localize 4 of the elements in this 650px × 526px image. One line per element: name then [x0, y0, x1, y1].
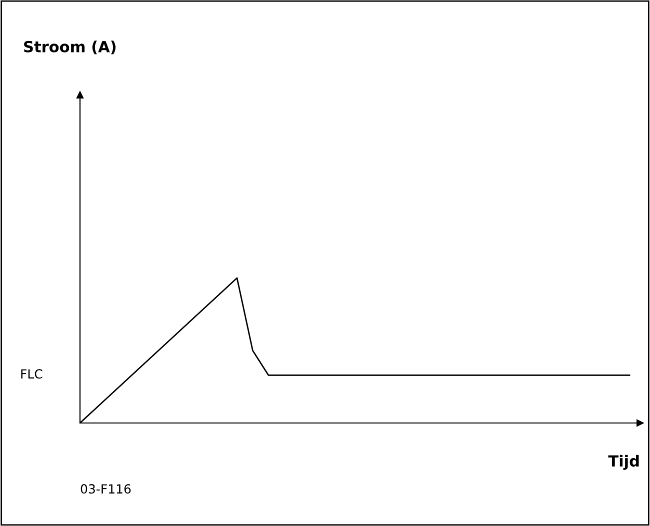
text: 03-F116	[80, 484, 131, 494]
x-axis-title: Tijd	[608, 454, 639, 470]
text: FLC	[21, 369, 42, 379]
chart-title: Stroom (A)	[24, 40, 116, 54]
